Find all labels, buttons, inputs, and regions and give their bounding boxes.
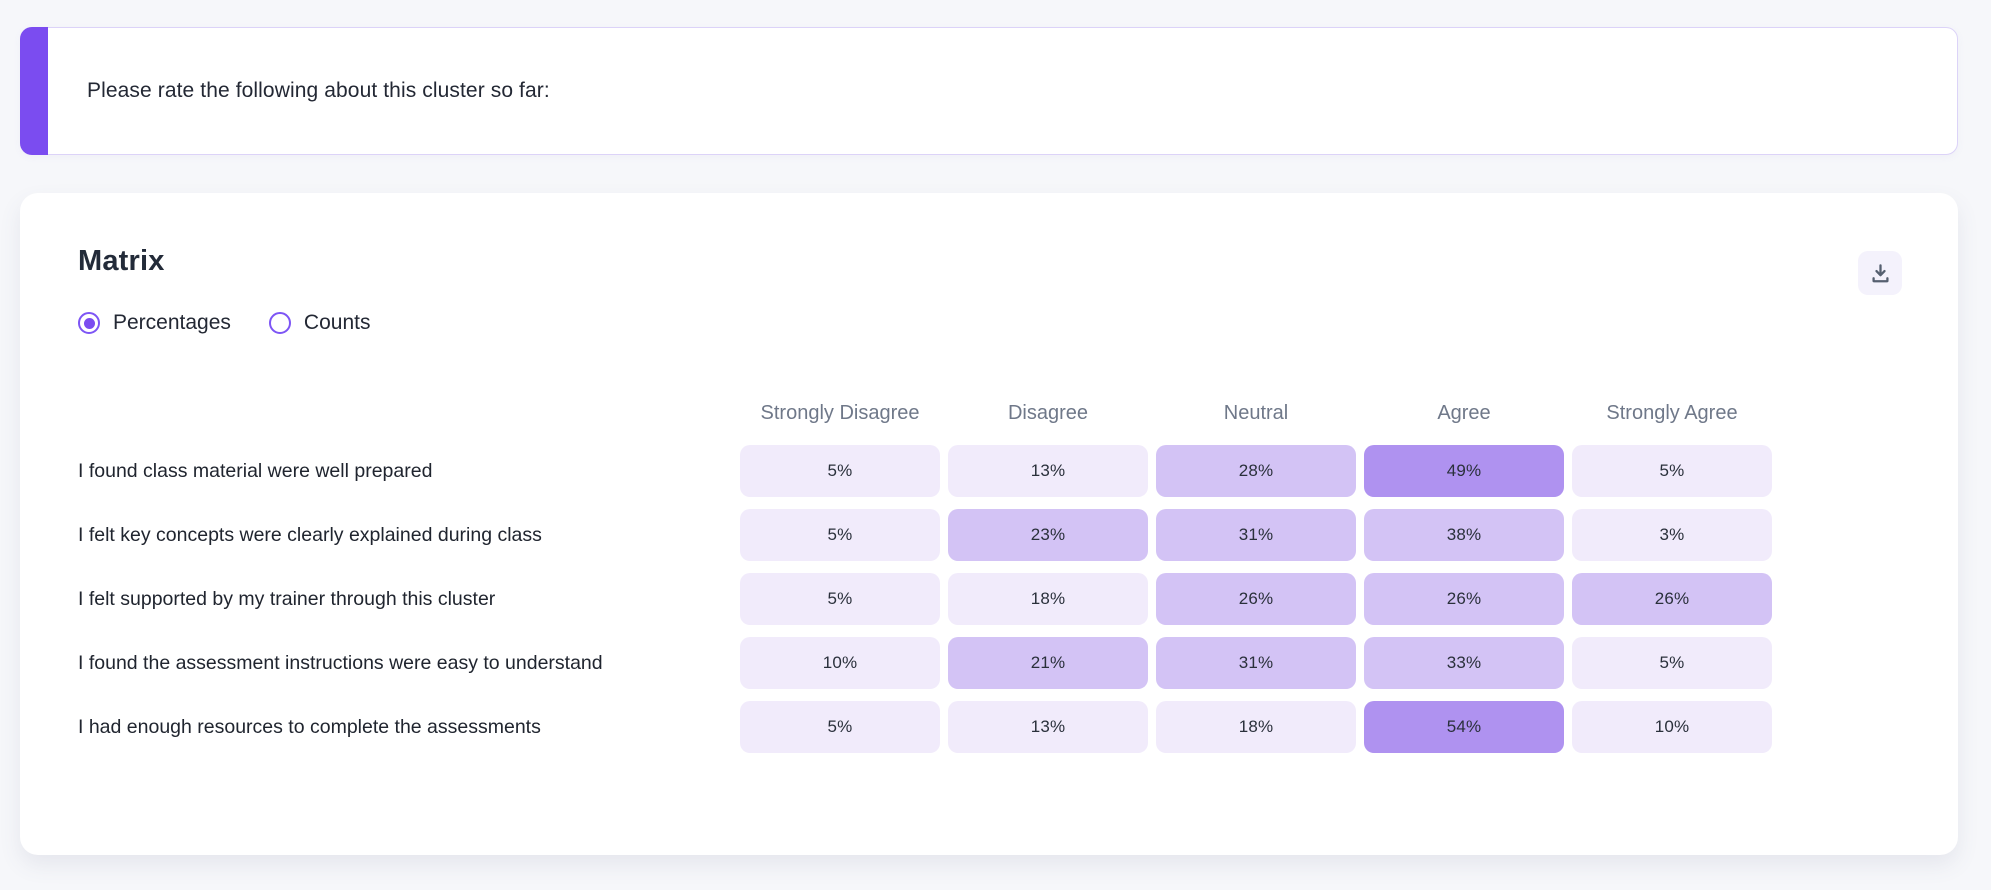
matrix-cell: 10%: [740, 637, 940, 689]
matrix-cell: 5%: [740, 509, 940, 561]
column-header: Disagree: [1007, 401, 1089, 424]
matrix-cell: 54%: [1364, 701, 1564, 753]
matrix-cell: 10%: [1572, 701, 1772, 753]
download-icon: [1871, 263, 1889, 282]
matrix-cell: 26%: [1364, 573, 1564, 625]
matrix-cell: 31%: [1156, 509, 1356, 561]
column-header: Strongly Disagree: [760, 401, 920, 424]
matrix-cell: 5%: [740, 701, 940, 753]
matrix-card: Matrix Percentages Counts Strongly Disag…: [20, 193, 1958, 855]
view-toggle: Percentages Counts: [78, 311, 370, 335]
column-header: Strongly Agree: [1606, 401, 1738, 424]
radio-icon-percentages: [78, 312, 100, 334]
matrix-cell: 13%: [948, 701, 1148, 753]
matrix-cell: 5%: [1572, 637, 1772, 689]
radio-option-percentages[interactable]: Percentages: [78, 311, 231, 335]
matrix-cell: 49%: [1364, 445, 1564, 497]
matrix-cell: 5%: [740, 445, 940, 497]
matrix-cell: 38%: [1364, 509, 1564, 561]
card-title: Matrix: [78, 245, 165, 277]
question-card: Please rate the following about this clu…: [20, 27, 1958, 155]
radio-icon-counts: [268, 312, 291, 334]
column-header: Agree: [1437, 401, 1491, 424]
matrix-cell: 21%: [948, 637, 1148, 689]
row-label: I felt supported by my trainer through t…: [78, 587, 496, 610]
matrix-cell: 26%: [1156, 573, 1356, 625]
matrix-cell: 13%: [948, 445, 1148, 497]
matrix-cell: 5%: [1572, 445, 1772, 497]
column-header: Neutral: [1223, 401, 1289, 424]
question-accent-bar: [20, 27, 48, 155]
matrix-cell: 33%: [1364, 637, 1564, 689]
matrix-cell: 18%: [1156, 701, 1356, 753]
matrix-cell: 31%: [1156, 637, 1356, 689]
question-text: Please rate the following about this clu…: [87, 79, 550, 102]
matrix-table: Strongly Disagree Disagree Neutral Agree Str…: [78, 393, 1772, 753]
matrix-cell: 5%: [740, 573, 940, 625]
matrix-cell: 28%: [1156, 445, 1356, 497]
matrix-cell: 23%: [948, 509, 1148, 561]
radio-label-counts: Counts: [303, 311, 371, 334]
matrix-cell: 26%: [1572, 573, 1772, 625]
matrix-cell: 3%: [1572, 509, 1772, 561]
radio-option-counts[interactable]: Counts: [268, 311, 371, 335]
row-label: I felt key concepts were clearly explain…: [78, 523, 542, 546]
matrix-cell: 18%: [948, 573, 1148, 625]
row-label: I had enough resources to complete the a…: [78, 715, 541, 738]
radio-label-percentages: Percentages: [113, 311, 231, 334]
download-button[interactable]: [1858, 251, 1902, 295]
table-corner: [78, 393, 732, 433]
row-label: I found class material were well prepare…: [78, 459, 433, 482]
row-label: I found the assessment instructions were…: [78, 651, 603, 674]
